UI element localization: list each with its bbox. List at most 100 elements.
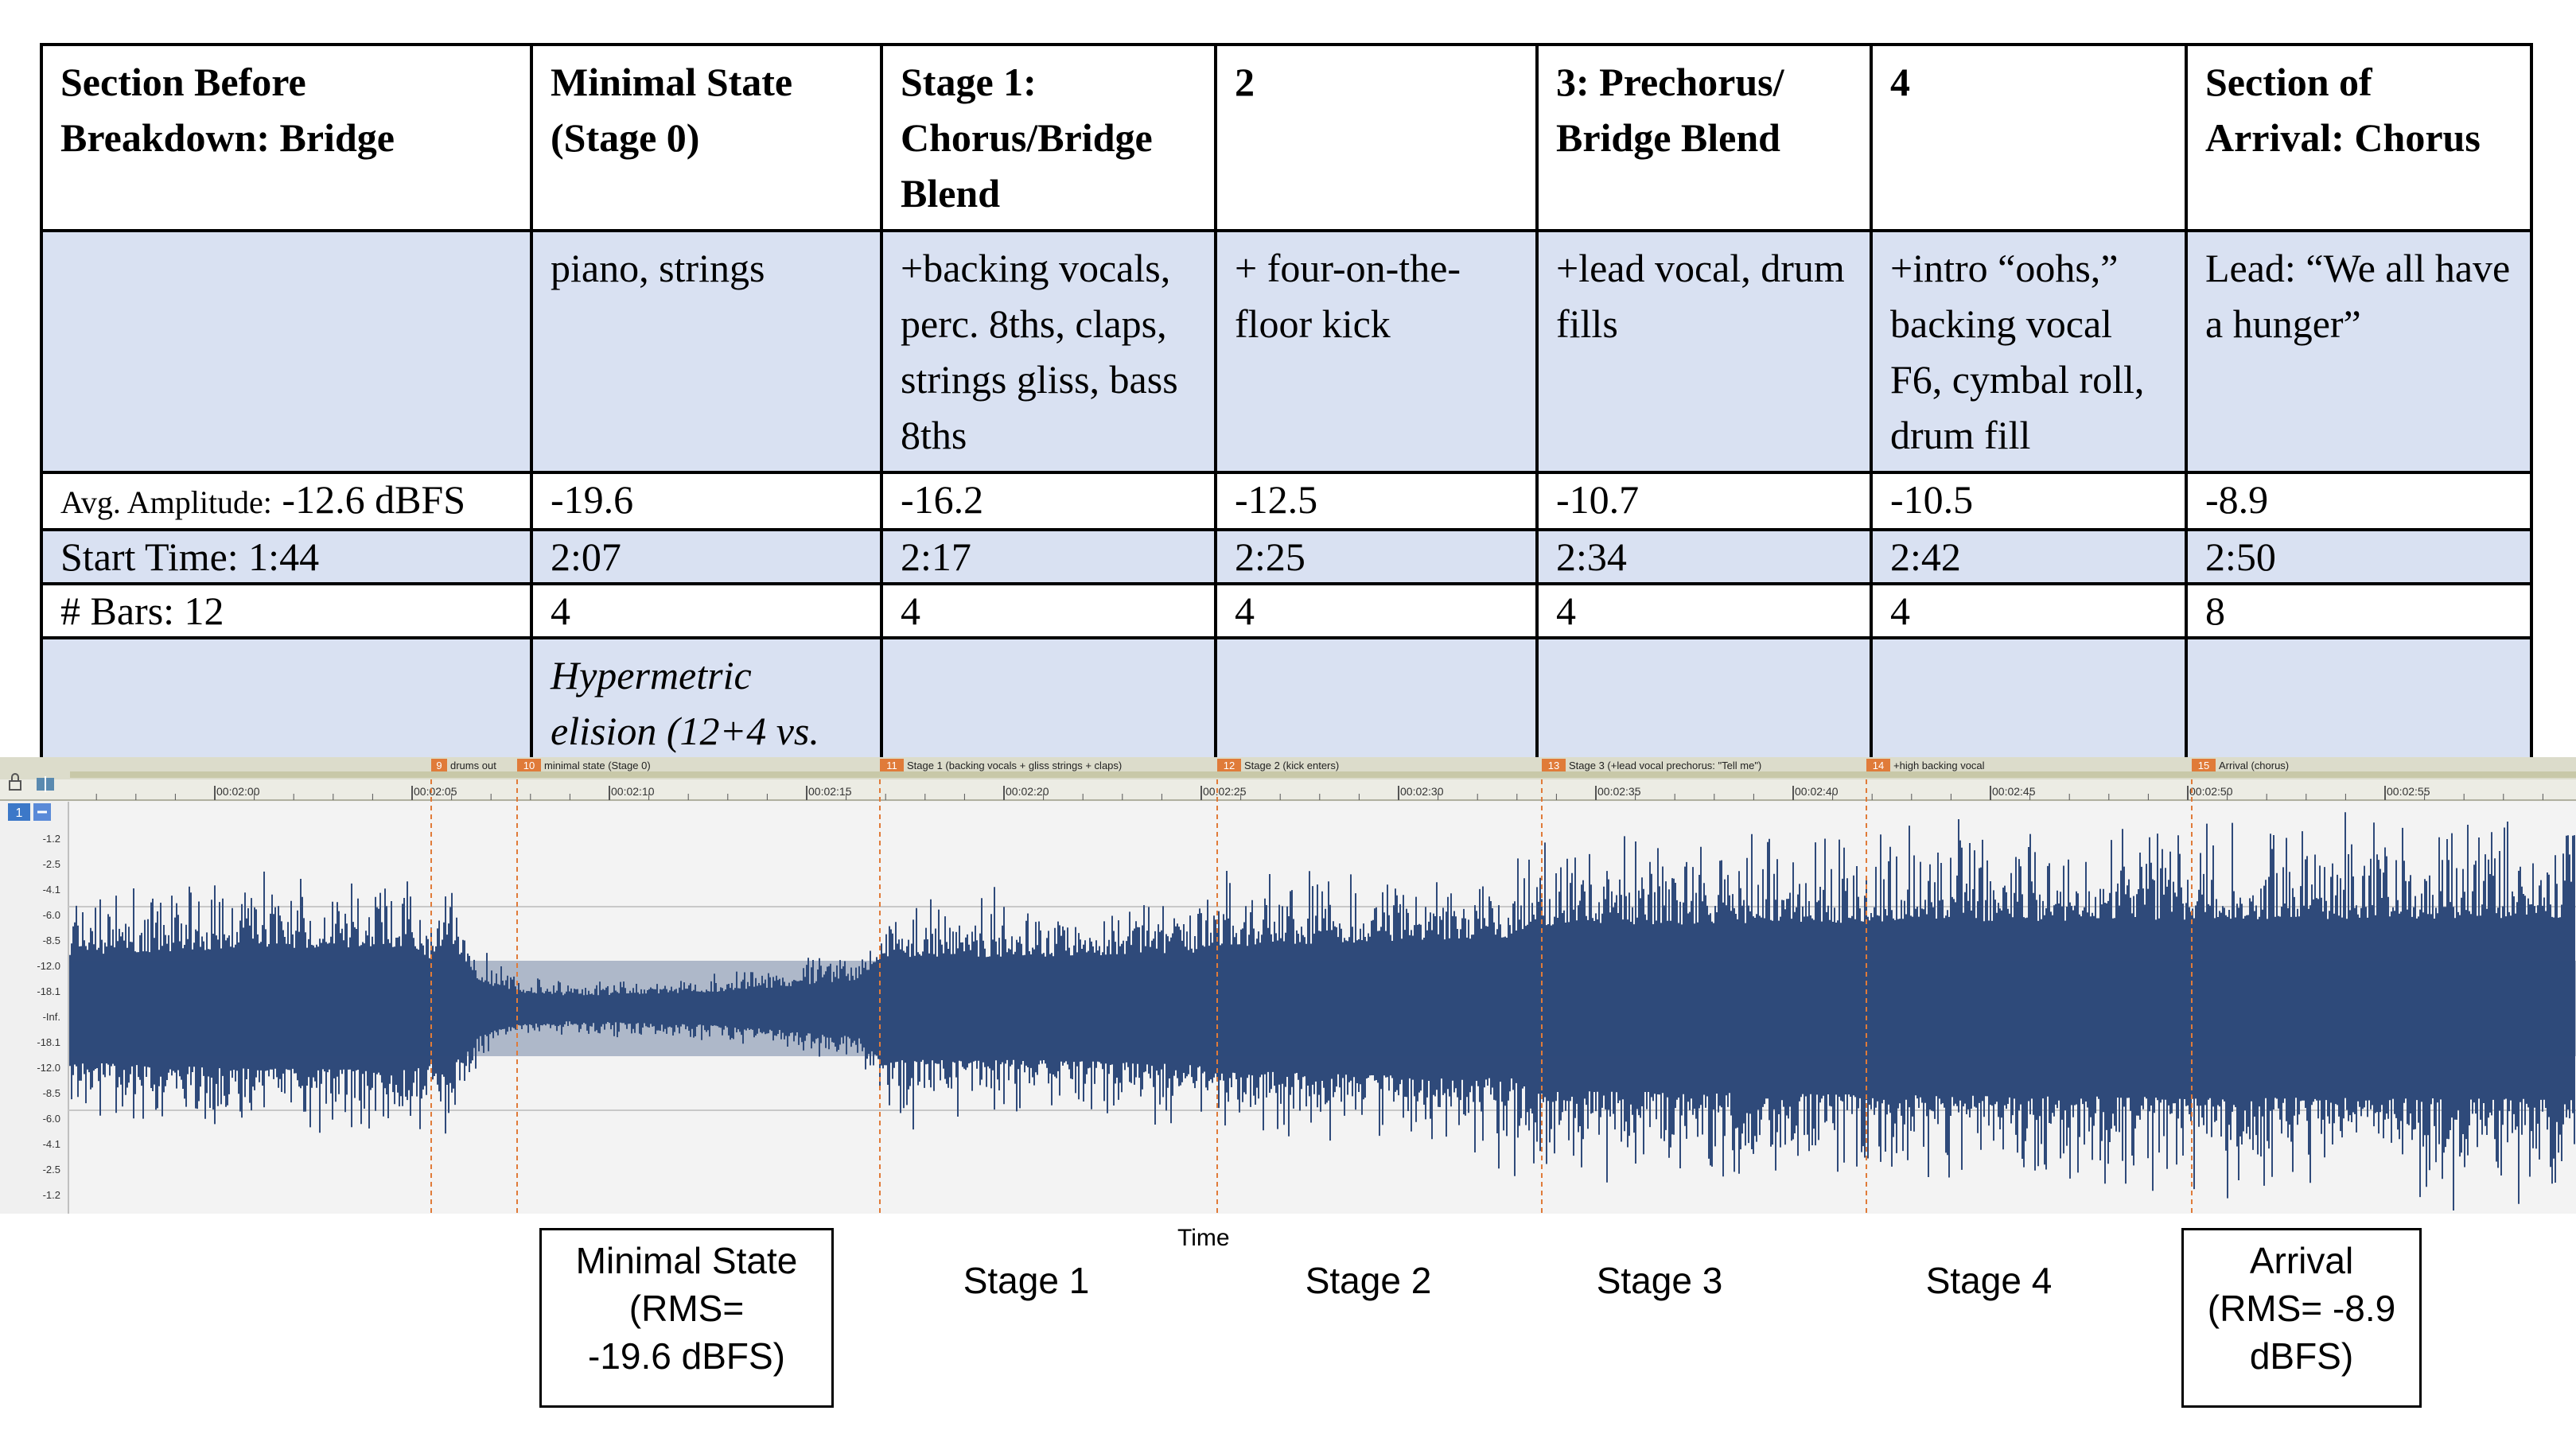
timecode-label: 00:02:50: [2189, 785, 2233, 798]
waveform-zoom-icon[interactable]: [37, 776, 54, 792]
waveform-path[interactable]: [69, 812, 2575, 1210]
stage2-caption: Stage 2: [1305, 1260, 1432, 1301]
marker-label[interactable]: Stage 3 (+lead vocal prechorus: "Tell me…: [1569, 760, 1761, 771]
waveform-canvas[interactable]: 1 -1.2 -2.5 -4.1 -6.0 -8.5 -12.0 -18.1 -Inf. -18…: [0, 757, 2576, 1214]
db-scale-label: -Inf.: [43, 1011, 60, 1023]
time-ruler[interactable]: [0, 779, 2576, 800]
marker-badge[interactable]: [2192, 759, 2216, 771]
start-time-cell: 2:25: [1214, 528, 1539, 585]
timecode-label: 00:02:05: [414, 785, 457, 798]
timecode-label: 00:02:10: [611, 785, 655, 798]
bars-cell: 4: [880, 582, 1217, 639]
instrumentation-cell: Lead: “We all have a hunger”: [2185, 229, 2533, 474]
amplitude-cell: -12.5: [1214, 471, 1539, 531]
amplitude-cell: -10.5: [1870, 471, 2188, 531]
marker-badge[interactable]: [1217, 759, 1241, 771]
instrumentation-row: piano, strings +backing vocals, perc. 8t…: [40, 229, 2533, 474]
marker-number: 10: [523, 760, 535, 771]
marker-number: 15: [2198, 760, 2209, 771]
header-row: Section Before Breakdown: Bridge Minimal…: [40, 43, 2533, 232]
marker-label[interactable]: drums out: [450, 760, 496, 771]
db-scale-label: -8.5: [43, 935, 60, 946]
arrival-callout: Arrival (RMS= -8.9 dBFS): [2181, 1228, 2422, 1408]
ruler-ticks: 00:02:00 00:02:05 00:02:10 00:02:15 00:02:20…: [95, 785, 2543, 800]
marker-label[interactable]: Arrival (chorus): [2219, 760, 2289, 771]
bars-cell: 4: [1870, 582, 2188, 639]
start-time-row: Start Time: 1:44 2:07 2:17 2:25 2:34 2:4…: [40, 528, 2533, 585]
callout-line: -19.6 dBFS): [588, 1335, 785, 1377]
amplitude-first-value: -12.6 dBFS: [282, 477, 466, 522]
header-cell: 4: [1870, 43, 2188, 232]
instrumentation-cell: +lead vocal, drum fills: [1535, 229, 1873, 474]
marker-number: 13: [1548, 760, 1559, 771]
header-cell: Minimal State (Stage 0): [530, 43, 883, 232]
bars-row: # Bars: 12 4 4 4 4 4 8: [40, 582, 2533, 639]
start-time-cell: 2:50: [2185, 528, 2533, 585]
instrumentation-cell: +intro “oohs,” backing vocal F6, cymbal …: [1870, 229, 2188, 474]
amplitude-row: Avg. Amplitude: -12.6 dBFS -19.6 -16.2 -…: [40, 471, 2533, 531]
track-number: 1: [16, 806, 23, 820]
callout-line: Minimal State: [575, 1240, 798, 1281]
db-scale-label: -4.1: [43, 884, 60, 896]
time-axis-label: Time: [1177, 1225, 1230, 1251]
db-scale-label: -18.1: [37, 1036, 60, 1048]
stage3-caption: Stage 3: [1596, 1260, 1723, 1301]
db-scale-label: -2.5: [43, 858, 60, 870]
marker-badge[interactable]: [1542, 759, 1566, 771]
instrumentation-cell: [40, 229, 533, 474]
instrumentation-cell: piano, strings: [530, 229, 883, 474]
marker-label[interactable]: Stage 2 (kick enters): [1244, 760, 1339, 771]
audio-waveform[interactable]: [69, 812, 2576, 1210]
track-selector[interactable]: 1: [8, 803, 51, 821]
start-time-cell: 2:42: [1870, 528, 2188, 585]
start-time-cell: 2:07: [530, 528, 883, 585]
timecode-label: 00:02:20: [1006, 785, 1049, 798]
marker-lines: 9 drums out 10 minimal state (Stage 0) 11 Sta…: [430, 759, 2289, 1214]
header-cell: Stage 1: Chorus/Bridge Blend: [880, 43, 1217, 232]
lock-icon[interactable]: [9, 773, 21, 791]
stage-table: Section Before Breakdown: Bridge Minimal…: [40, 43, 2533, 826]
marker-label[interactable]: Stage 1 (backing vocals + gliss strings …: [907, 760, 1122, 771]
marker-number: 14: [1873, 760, 1884, 771]
callout-line: (RMS=: [628, 1288, 745, 1329]
db-scale-label: -18.1: [37, 985, 60, 997]
db-scale-label: -12.0: [37, 960, 60, 972]
marker-badge[interactable]: [880, 759, 904, 771]
header-cell: 2: [1214, 43, 1539, 232]
marker-badge[interactable]: [517, 759, 541, 771]
marker-number: 9: [436, 760, 442, 771]
marker-badge[interactable]: [1866, 759, 1890, 771]
minimal-state-callout: Minimal State (RMS= -19.6 dBFS): [539, 1228, 834, 1408]
stage4-caption: Stage 4: [1925, 1260, 2053, 1301]
start-time-cell: 2:17: [880, 528, 1217, 585]
marker-number: 12: [1224, 760, 1235, 771]
start-time-cell: Start Time: 1:44: [40, 528, 533, 585]
bars-cell: 4: [1535, 582, 1873, 639]
marker-strip: [70, 771, 2576, 778]
bars-cell: 4: [1214, 582, 1539, 639]
timecode-label: 00:02:25: [1203, 785, 1247, 798]
callout-line: (RMS= -8.9: [2207, 1288, 2396, 1329]
db-scale-label: -4.1: [43, 1138, 60, 1150]
db-scale-label: -1.2: [43, 1189, 60, 1201]
amplitude-cell: -10.7: [1535, 471, 1873, 531]
waveform-editor[interactable]: 1 -1.2 -2.5 -4.1 -6.0 -8.5 -12.0 -18.1 -Inf. -18…: [0, 757, 2576, 1214]
timecode-label: 00:02:15: [808, 785, 852, 798]
waveform-core[interactable]: [70, 961, 2576, 1056]
db-scale-label: -2.5: [43, 1164, 60, 1175]
instrumentation-cell: +backing vocals, perc. 8ths, claps, stri…: [880, 229, 1217, 474]
timecode-label: 00:02:55: [2387, 785, 2430, 798]
instrumentation-cell: + four-on-the-floor kick: [1214, 229, 1539, 474]
bars-cell: # Bars: 12: [40, 582, 533, 639]
bars-cell: 8: [2185, 582, 2533, 639]
header-cell: Section Before Breakdown: Bridge: [40, 43, 533, 232]
timecode-label: 00:02:30: [1400, 785, 1444, 798]
marker-label[interactable]: minimal state (Stage 0): [544, 760, 651, 771]
bars-cell: 4: [530, 582, 883, 639]
amplitude-label-cell: Avg. Amplitude: -12.6 dBFS: [40, 471, 533, 531]
marker-number: 11: [886, 760, 897, 771]
marker-badge[interactable]: [431, 759, 447, 771]
start-time-cell: 2:34: [1535, 528, 1873, 585]
header-cell: 3: Prechorus/ Bridge Blend: [1535, 43, 1873, 232]
marker-label[interactable]: +high backing vocal: [1893, 760, 1985, 771]
